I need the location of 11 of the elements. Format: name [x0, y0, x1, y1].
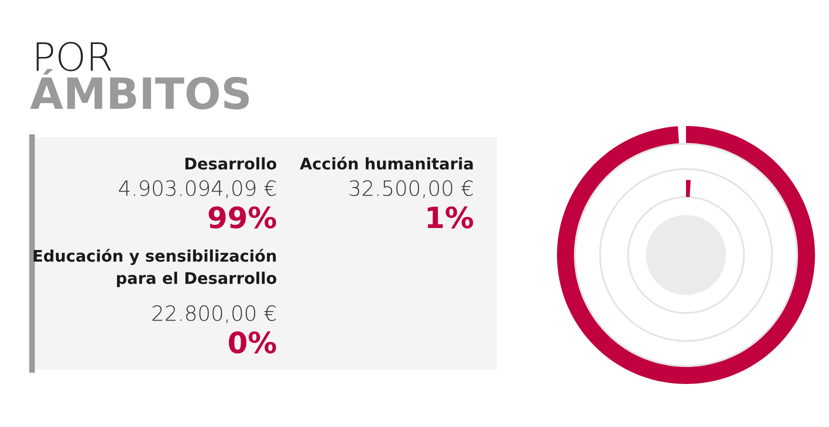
data-label: 99% [208, 206, 276, 228]
category-label: Desarrollo [185, 157, 276, 170]
text: POR [36, 42, 111, 72]
data-label: 0% [228, 331, 276, 354]
category-label: Educación y sensibilización para el Desarrollo [34, 248, 276, 288]
category-label: Acción humanitaria [300, 156, 473, 170]
data-label: 1% [428, 206, 474, 228]
data-label: 32.500,00 € [350, 180, 473, 198]
data-label: 22.800,00 € [152, 305, 276, 324]
text: ÁMBITOS [30, 69, 249, 110]
data-label: 4.903.094,09 € [118, 180, 276, 198]
